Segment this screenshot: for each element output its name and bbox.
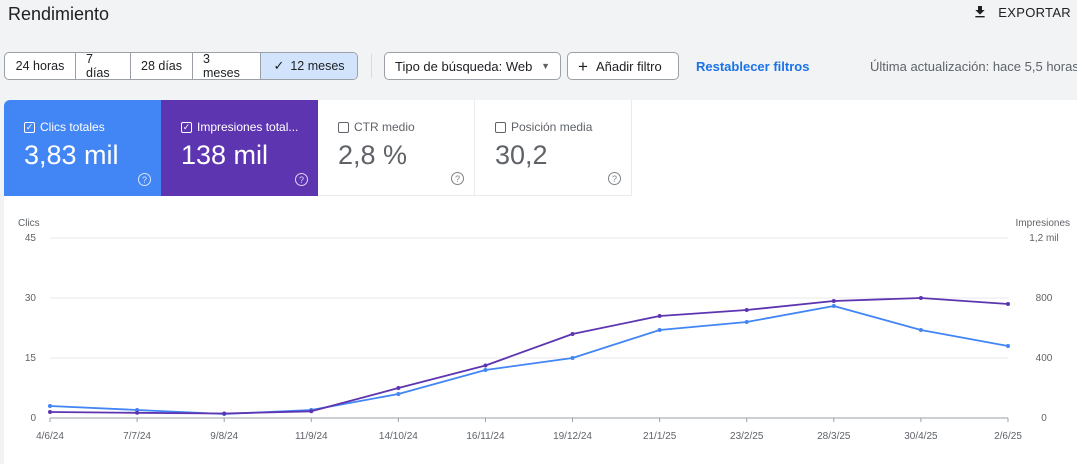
data-point-impresiones [744, 308, 749, 312]
help-icon[interactable]: ? [138, 173, 151, 186]
date-range-12m[interactable]: ✓ 12 meses [261, 53, 357, 79]
data-point-impresiones [657, 314, 662, 318]
checkbox-unchecked-icon[interactable] [495, 121, 506, 133]
checkbox-checked-icon[interactable]: ✓ [181, 121, 192, 133]
data-point-impresiones [918, 296, 923, 300]
date-range-7d[interactable]: 7 días [76, 53, 131, 79]
data-point-clics [918, 328, 923, 332]
metric-total-clicks[interactable]: ✓ Clics totales 3,83 mil ? [4, 100, 161, 196]
data-point-clics [135, 408, 140, 412]
add-filter-button[interactable]: + Añadir filtro [567, 52, 679, 80]
data-point-impresiones [1006, 302, 1010, 306]
data-point-clics [396, 392, 401, 396]
metric-value: 138 mil [181, 140, 269, 170]
help-icon[interactable]: ? [451, 172, 464, 185]
metric-average-position[interactable]: Posición media 30,2 ? [475, 100, 632, 196]
date-range-24h[interactable]: 24 horas [5, 53, 76, 79]
x-axis-tick-label: 7/7/24 [123, 431, 151, 442]
x-axis-tick-label: 21/1/25 [643, 431, 677, 442]
data-point-impresiones [831, 299, 836, 303]
metric-value: 2,8 % [338, 140, 408, 170]
x-axis-tick-label: 30/4/25 [904, 431, 938, 442]
last-update-text: Última actualización: hace 5,5 horas [870, 59, 1077, 74]
data-point-impresiones [483, 363, 488, 368]
x-axis-tick-label: 4/6/24 [36, 431, 64, 442]
performance-card: ✓ Clics totales 3,83 mil ? ✓ Impresiones t… [4, 100, 1077, 464]
data-point-clics [48, 404, 52, 408]
left-axis-tick-label: 30 [25, 293, 37, 304]
export-button[interactable]: EXPORTAR [972, 2, 1071, 22]
filter-bar: 24 horas 7 días 28 días 3 meses ✓ 12 mese… [0, 52, 1077, 82]
right-axis-tick-label: 400 [1036, 353, 1053, 364]
divider [371, 54, 372, 78]
x-axis-tick-label: 16/11/24 [466, 431, 505, 442]
x-axis-tick-label: 14/10/24 [379, 431, 418, 442]
series-line-impresiones [49, 297, 1009, 415]
header: Rendimiento EXPORTAR [0, 0, 1077, 40]
data-point-clics [483, 368, 488, 372]
data-point-impresiones [222, 411, 227, 416]
data-point-impresiones [570, 332, 575, 336]
right-axis-tick-label: 800 [1036, 293, 1053, 304]
export-label: EXPORTAR [998, 4, 1071, 20]
data-point-impresiones [48, 410, 52, 414]
x-axis-tick-label: 23/2/25 [730, 431, 764, 442]
left-axis-tick-label: 45 [25, 233, 37, 244]
x-axis-tick-label: 11/9/24 [295, 431, 328, 442]
caret-down-icon: ▼ [541, 61, 550, 71]
metric-total-impressions[interactable]: ✓ Impresiones total... 138 mil ? [161, 100, 318, 196]
series-line-clics [49, 305, 1009, 415]
metric-value: 30,2 [495, 140, 548, 170]
right-axis-tick-label: 1,2 mil [1029, 233, 1058, 244]
left-axis-tick-label: 15 [25, 353, 37, 364]
date-range-28d[interactable]: 28 días [131, 53, 193, 79]
data-point-impresiones [396, 386, 401, 390]
search-type-dropdown[interactable]: Tipo de búsqueda: Web ▼ [384, 52, 561, 80]
data-point-impresiones [309, 409, 314, 414]
metric-value: 3,83 mil [24, 140, 119, 170]
date-range-3m[interactable]: 3 meses [193, 53, 261, 79]
metric-average-ctr[interactable]: CTR medio 2,8 % ? [318, 100, 475, 196]
data-point-impresiones [135, 410, 140, 415]
help-icon[interactable]: ? [608, 172, 621, 185]
reset-filters-link[interactable]: Restablecer filtros [696, 59, 810, 74]
left-axis-label: Clics [18, 218, 40, 229]
checkbox-checked-icon[interactable]: ✓ [24, 121, 35, 133]
x-axis-tick-label: 9/8/24 [210, 431, 238, 442]
data-point-clics [1006, 344, 1010, 348]
left-axis-tick-label: 0 [30, 413, 36, 424]
checkbox-unchecked-icon[interactable] [338, 121, 349, 133]
date-range-selector: 24 horas 7 días 28 días 3 meses ✓ 12 mese… [4, 52, 358, 80]
data-point-clics [570, 356, 575, 360]
plus-icon: + [578, 56, 588, 76]
help-icon[interactable]: ? [295, 173, 308, 186]
data-point-clics [657, 328, 662, 332]
right-axis-label: Impresiones [1016, 218, 1070, 229]
right-axis-tick-label: 0 [1041, 413, 1047, 424]
data-point-clics [831, 304, 836, 308]
page-title: Rendimiento [8, 4, 110, 24]
x-axis-tick-label: 19/12/24 [553, 431, 592, 442]
performance-chart[interactable]: 0 15 30 45 0 400 800 1,2 mil Clics Impresiones 4/6… [4, 100, 1077, 464]
x-axis-tick-label: 28/3/25 [817, 431, 851, 442]
x-axis-tick-label: 2/6/25 [994, 431, 1022, 442]
data-point-clics [744, 320, 749, 324]
check-icon: ✓ [273, 58, 285, 73]
download-icon [975, 6, 985, 18]
